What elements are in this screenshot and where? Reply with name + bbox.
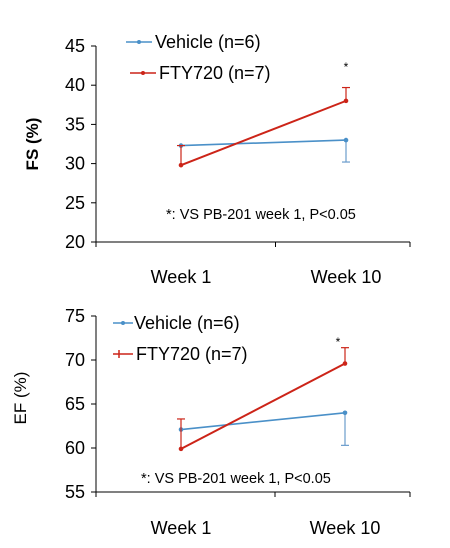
ef-chart: EF (%) 55 60 65 70 75 Week 1 Week 10 * *: VS … [11,306,411,538]
fs-y-tick-label: 45 [65,36,85,56]
fs-legend-fty-label: FTY720 (n=7) [159,63,271,83]
ef-data-point [178,446,184,452]
fs-legend-vehicle-marker [137,40,141,44]
fs-legend: Vehicle (n=6) FTY720 (n=7) [126,32,271,83]
ef-x-category-label: Week 10 [310,518,381,538]
fs-series [177,86,350,168]
fs-legend-fty-marker [141,71,145,75]
ef-y-tick-label: 65 [65,394,85,414]
ef-series [177,347,349,452]
fs-x-ticks: Week 1 Week 10 [95,242,411,287]
ef-significance-star: * [336,335,341,349]
ef-y-tick-label: 75 [65,306,85,326]
ef-legend: Vehicle (n=6) FTY720 (n=7) [113,313,248,364]
ef-series-line [180,412,346,431]
fs-legend-vehicle-label: Vehicle (n=6) [155,32,261,52]
ef-y-tick-label: 55 [65,482,85,502]
fs-y-tick-label: 35 [65,114,85,134]
ef-data-point [342,410,348,416]
ef-y-axis-label: EF (%) [11,372,30,425]
ef-legend-vehicle-marker [121,321,125,325]
fs-y-ticks: 20 25 30 35 40 45 [65,36,96,252]
fs-series-line [180,99,347,167]
fs-y-tick-label: 30 [65,154,85,174]
fs-x-category-label: Week 10 [311,267,382,287]
fs-significance-star: * [344,60,349,74]
ef-legend-vehicle-label: Vehicle (n=6) [134,313,240,333]
ef-x-ticks: Week 1 Week 10 [95,492,411,538]
fs-y-tick-label: 25 [65,193,85,213]
fs-x-category-label: Week 1 [151,267,212,287]
fs-series-line [180,139,347,147]
ef-y-tick-label: 70 [65,350,85,370]
ef-y-tick-label: 60 [65,438,85,458]
fs-y-tick-label: 40 [65,75,85,95]
ef-y-ticks: 55 60 65 70 75 [65,306,96,502]
fs-data-point [343,98,349,104]
fs-y-axis-label: FS (%) [23,118,42,171]
fs-data-point [343,137,349,143]
ef-series-line [180,362,346,450]
fs-data-point [178,162,184,168]
ef-legend-fty-label: FTY720 (n=7) [136,344,248,364]
fs-footnote: *: VS PB-201 week 1, P<0.05 [166,207,356,223]
ef-data-point [342,361,348,366]
fs-chart: FS (%) 20 25 30 35 40 45 Week 1 Week 10 * *: V… [23,32,411,287]
ef-x-category-label: Week 1 [151,518,212,538]
ef-footnote: *: VS PB-201 week 1, P<0.05 [141,471,331,487]
fs-y-tick-label: 20 [65,232,85,252]
